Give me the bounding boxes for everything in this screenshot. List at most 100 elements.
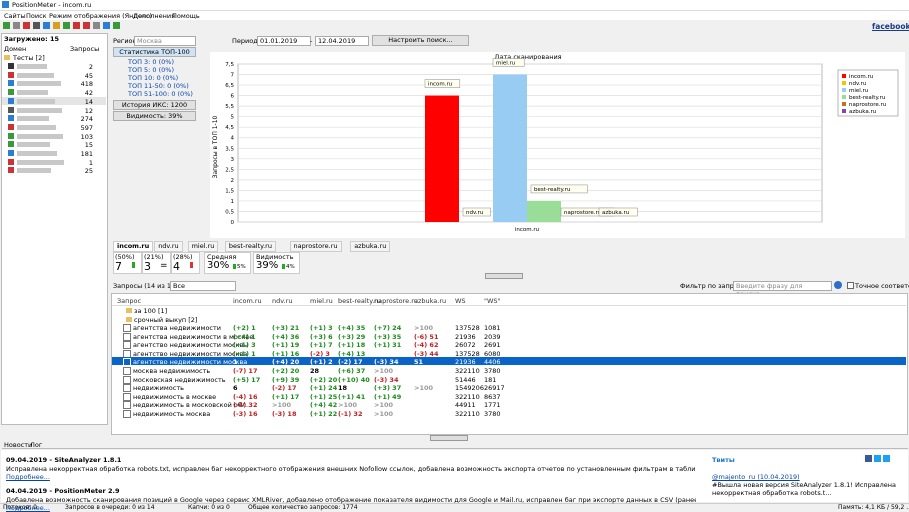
visibility-button[interactable]: Видимость: 39%: [113, 111, 196, 121]
more-link[interactable]: Подробнее...: [6, 473, 50, 481]
toolbar-icon[interactable]: [93, 22, 100, 29]
summary-value: 30%: [207, 260, 230, 271]
domain-blurred: [17, 116, 49, 122]
menu-item[interactable]: Дополнения: [133, 12, 176, 20]
site-tab[interactable]: naprostore.ru: [289, 241, 342, 252]
site-icon: [8, 141, 14, 148]
social-icon[interactable]: [865, 455, 872, 462]
site-tab[interactable]: miel.ru: [187, 241, 219, 252]
column-header: naprostore.ru: [374, 297, 419, 305]
legend-label: azbuka.ru: [849, 109, 876, 115]
position-cell: (+1) 18: [338, 341, 366, 350]
query-count: 1: [88, 158, 93, 167]
facebook-link[interactable]: facebook: [872, 22, 909, 31]
position-cell: (-2) 17: [272, 384, 297, 393]
iks-button[interactable]: История ИКС: 1200: [113, 100, 196, 110]
site-icon: [8, 71, 14, 78]
summary-box: [253, 252, 300, 274]
y-tick-label: 7,5: [225, 62, 234, 68]
toolbar-icon[interactable]: [63, 22, 70, 29]
position-cell: (-3) 44: [414, 349, 439, 358]
toolbar-icon[interactable]: [53, 22, 60, 29]
column-header: incom.ru: [233, 297, 262, 305]
toolbar-icon[interactable]: [13, 22, 20, 29]
news-title: 04.04.2019 - PositionMeter 2.9: [6, 487, 120, 495]
stat-line[interactable]: ТОП 5: 0 (0%): [128, 66, 175, 74]
legend-swatch: [842, 95, 846, 99]
bar-label-box: [492, 58, 525, 67]
position-cell: 2691: [484, 341, 501, 350]
site-tab[interactable]: incom.ru: [113, 241, 154, 252]
query-icon: [123, 349, 131, 358]
chart-title: Дата сканирования: [494, 53, 561, 61]
position-cell: (-4) 16: [233, 392, 258, 401]
y-tick-label: 1: [231, 199, 235, 205]
stat-line[interactable]: ТОП 11-50: 0 (0%): [128, 82, 189, 90]
region-select[interactable]: Москва: [134, 36, 196, 46]
menu-item[interactable]: Режим отображения (Яндекс): [49, 12, 152, 20]
tab[interactable]: Лог: [30, 441, 43, 449]
social-icon[interactable]: [874, 455, 881, 462]
date-from[interactable]: 01.01.2019: [257, 36, 311, 46]
menu-item[interactable]: Поиск: [26, 12, 47, 20]
menu-item[interactable]: Сайты: [4, 12, 26, 20]
position-cell: 8637: [484, 392, 501, 401]
domain-blurred: [17, 98, 55, 104]
stat-line[interactable]: ТОП 10: 0 (0%): [128, 74, 179, 82]
y-tick-label: 6,5: [225, 83, 234, 89]
position-cell: >100: [374, 410, 394, 418]
y-tick-label: 7: [231, 73, 235, 79]
summary-value: 3: [144, 260, 151, 273]
date-to[interactable]: 12.04.2019: [315, 36, 369, 46]
legend-swatch: [842, 109, 846, 113]
toolbar-icon[interactable]: [3, 22, 10, 29]
toolbar-icon[interactable]: [73, 22, 80, 29]
filter-input[interactable]: Введите фразу для поиска...: [733, 281, 832, 298]
menu-item[interactable]: Помощь: [172, 12, 200, 20]
position-cell: (+2) 1: [233, 324, 256, 332]
checkbox[interactable]: [847, 282, 854, 289]
legend-label: ndv.ru: [849, 81, 866, 87]
position-cell: (+1) 25: [310, 392, 338, 401]
site-tab[interactable]: azbuka.ru: [350, 241, 391, 252]
query-count: 45: [84, 71, 93, 80]
setup-button[interactable]: Настроить поиск...: [372, 35, 469, 46]
legend-swatch: [842, 102, 846, 106]
stat-line[interactable]: ТОП 51-100: 0 (0%): [128, 90, 193, 98]
legend-label: naprostore.ru: [849, 102, 886, 108]
position-cell: 3780: [484, 367, 501, 375]
status-item: Общее количество запросов: 1774: [248, 504, 358, 511]
social-icon[interactable]: [883, 455, 890, 462]
domain-blurred: [17, 72, 54, 78]
bar-label: ndv.ru: [466, 210, 483, 216]
stat-line[interactable]: ТОП 3: 0 (0%): [128, 58, 175, 66]
position-cell: (-1) 32: [338, 410, 363, 418]
news-title: 09.04.2019 - SiteAnalyzer 1.8.1: [6, 456, 122, 464]
splitter: [430, 435, 468, 441]
toolbar-icon[interactable]: [43, 22, 50, 29]
toolbar-icon[interactable]: [113, 22, 120, 29]
position-cell: 18: [338, 384, 348, 393]
search-button[interactable]: [834, 281, 842, 289]
y-tick-label: 3,5: [225, 146, 234, 152]
position-cell: (+10) 40: [338, 375, 370, 384]
site-tab[interactable]: ndv.ru: [154, 241, 183, 252]
position-cell: (+3) 6: [310, 332, 333, 341]
more-link[interactable]: Подробнее...: [6, 504, 50, 512]
toolbar-icon[interactable]: [23, 22, 30, 29]
tweet-author-link[interactable]: @majento_ru (10.04.2019): [712, 473, 800, 481]
position-cell: >100: [374, 401, 394, 410]
toolbar-icon[interactable]: [33, 22, 40, 29]
site-tab[interactable]: best-realty.ru: [224, 241, 276, 252]
query-icon: [123, 332, 131, 341]
stats-header[interactable]: Статистика ТОП-100: [113, 47, 196, 57]
toolbar-icon[interactable]: [103, 22, 110, 29]
tab[interactable]: Новости: [4, 441, 33, 449]
position-cell: (-3) 34: [374, 358, 399, 367]
position-cell: (+4) 20: [272, 358, 300, 367]
toolbar-icon[interactable]: [83, 22, 90, 29]
query-count: 42: [84, 89, 93, 98]
query-cell: агентство недвижимости москвы: [133, 341, 249, 350]
scope-select[interactable]: Все: [170, 281, 236, 291]
position-cell: 28: [310, 367, 320, 375]
